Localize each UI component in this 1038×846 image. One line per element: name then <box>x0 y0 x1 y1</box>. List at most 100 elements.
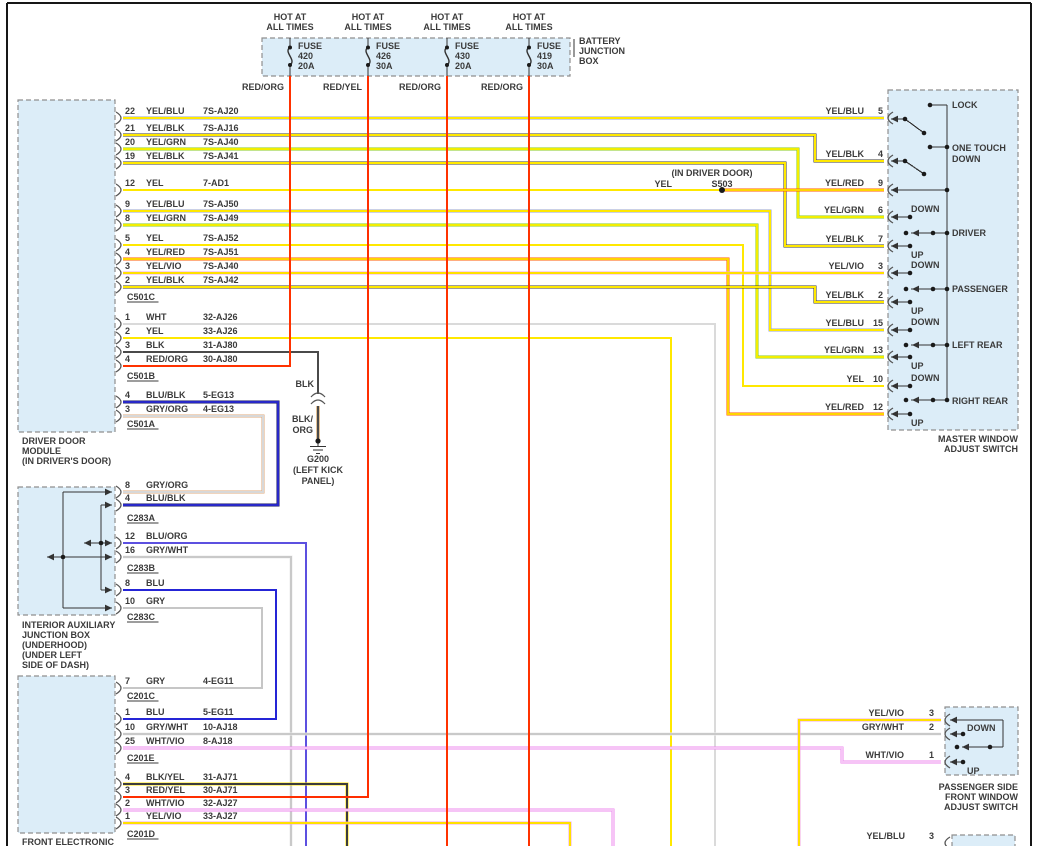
pin-number: 21 <box>125 123 135 133</box>
wire-color-label: BLU <box>146 707 165 717</box>
driver-door-module-label: DRIVER DOOR <box>22 436 86 446</box>
pin-number: 3 <box>125 261 130 271</box>
wire-color-label: YEL/VIO <box>868 708 904 718</box>
junction-dot <box>944 342 950 348</box>
junction-dot <box>315 438 321 444</box>
pin-connector-icon <box>115 601 122 615</box>
all-times-label-3: ALL TIMES <box>423 22 470 32</box>
wire-pin20-to-driver-down <box>123 148 884 218</box>
junction-dot <box>944 230 950 236</box>
wire-color-label: WHT/VIO <box>146 798 185 808</box>
pin-number: 2 <box>125 326 130 336</box>
interior-aux-label: (UNDERHOOD) <box>22 640 87 650</box>
circuit-number: 32-AJ26 <box>203 312 238 322</box>
one-touch-down-label: DOWN <box>952 154 981 164</box>
up-label: UP <box>911 306 924 316</box>
wire-color-label: YEL <box>146 233 164 243</box>
circuit-number: 7S-AJ20 <box>203 106 239 116</box>
connector-label: C201E <box>127 753 155 763</box>
interior-aux-label: JUNCTION BOX <box>22 630 90 640</box>
circuit-number: 4-EG13 <box>203 404 234 414</box>
down-label: DOWN <box>911 373 940 383</box>
pin-connector-icon <box>887 183 894 197</box>
pin-connector-icon <box>887 295 894 309</box>
circuit-number: 30-AJ71 <box>203 785 238 795</box>
pin-number: 22 <box>125 106 135 116</box>
circuit-number: 33-AJ26 <box>203 326 238 336</box>
front-electronic-module-box <box>17 675 116 834</box>
pin-number: 3 <box>125 404 130 414</box>
master-switch-label: MASTER WINDOW <box>938 434 1018 444</box>
fuse-amp-rating: 30A <box>537 61 554 71</box>
arrowhead <box>912 341 919 349</box>
pin-number: 15 <box>873 318 883 328</box>
wire-color-label: YEL/BLK <box>146 275 185 285</box>
pin-connector-icon <box>115 790 122 804</box>
passenger-switch-label: FRONT WINDOW <box>945 792 1018 802</box>
arrowhead <box>105 501 112 509</box>
pin-connector-icon <box>115 409 122 423</box>
wire-color-label: BLK <box>146 340 165 350</box>
wire-blublk-loop <box>123 401 279 506</box>
junction-dot <box>907 214 913 220</box>
junction-dot <box>907 411 913 417</box>
all-times-label-4: ALL TIMES <box>505 22 552 32</box>
junction-dot <box>907 270 913 276</box>
pin-connector-icon <box>887 379 894 393</box>
pin-connector-icon <box>115 777 122 791</box>
pin-number: 4 <box>878 149 883 159</box>
pin-connector-icon <box>115 142 122 156</box>
arrowhead <box>891 382 898 390</box>
circuit-number: 33-AJ27 <box>203 811 238 821</box>
pin-number: 3 <box>878 261 883 271</box>
wire-color-label: YEL <box>146 326 164 336</box>
wire-color-label: YEL/BLU <box>146 106 185 116</box>
pin-number: 7 <box>125 676 130 686</box>
pin-number: 1 <box>125 811 130 821</box>
pin-number: 3 <box>125 785 130 795</box>
arrowhead <box>84 539 91 547</box>
pin-connector-icon <box>887 210 894 224</box>
wire-color-label: RED/ORG <box>146 354 188 364</box>
interior-aux-junction-box <box>17 486 116 616</box>
wire-color-label: YEL/VIO <box>828 261 864 271</box>
wire-gry-loop <box>123 606 264 690</box>
pin-connector-icon <box>115 485 122 499</box>
wire-color-label: WHT <box>146 312 167 322</box>
interior-aux-label: (UNDER LEFT <box>22 650 82 660</box>
pin-connector-icon <box>115 498 122 512</box>
arrowhead <box>891 326 898 334</box>
passenger-switch-label: ADJUST SWITCH <box>944 802 1018 812</box>
wire-color-label: YEL/BLU <box>146 199 185 209</box>
junction-dot <box>930 397 936 403</box>
circuit-number: 7S-AJ51 <box>203 247 239 257</box>
wire-yelvio-down <box>123 822 571 846</box>
pin-number: 2 <box>125 798 130 808</box>
wire-color-label: YEL/RED <box>825 402 865 412</box>
fuse-number: 420 <box>298 51 313 61</box>
wire-fuse426-feed <box>123 76 370 799</box>
pin-connector-icon <box>115 156 122 170</box>
junction-dot <box>366 63 370 67</box>
battery-junction-box-label: JUNCTION <box>579 46 625 56</box>
pin-connector-icon <box>115 252 122 266</box>
driver-window-label: DRIVER <box>952 228 987 238</box>
hot-at-label-1: HOT AT <box>274 12 307 22</box>
wire-pin2-to-pass-up <box>123 286 884 303</box>
arrowhead <box>912 285 919 293</box>
wire-color-label: YEL <box>846 374 864 384</box>
driver-door-module-label: (IN DRIVER'S DOOR) <box>22 456 111 466</box>
arrowhead <box>950 730 957 738</box>
wire-pin19-to-driver-up <box>123 162 884 247</box>
wire-color-label: YEL/BLK <box>146 123 185 133</box>
circuit-number: 4-EG11 <box>203 676 234 686</box>
junction-dot <box>903 342 909 348</box>
pin-connector-icon <box>115 345 122 359</box>
pin-connector-icon <box>115 816 122 830</box>
wire-color-label: YEL/BLK <box>825 149 864 159</box>
connector-label: C283A <box>127 513 156 523</box>
pin-connector-icon <box>115 218 122 232</box>
junction-dot <box>944 187 950 193</box>
pin-number: 4 <box>125 772 130 782</box>
pin-number: 6 <box>878 205 883 215</box>
